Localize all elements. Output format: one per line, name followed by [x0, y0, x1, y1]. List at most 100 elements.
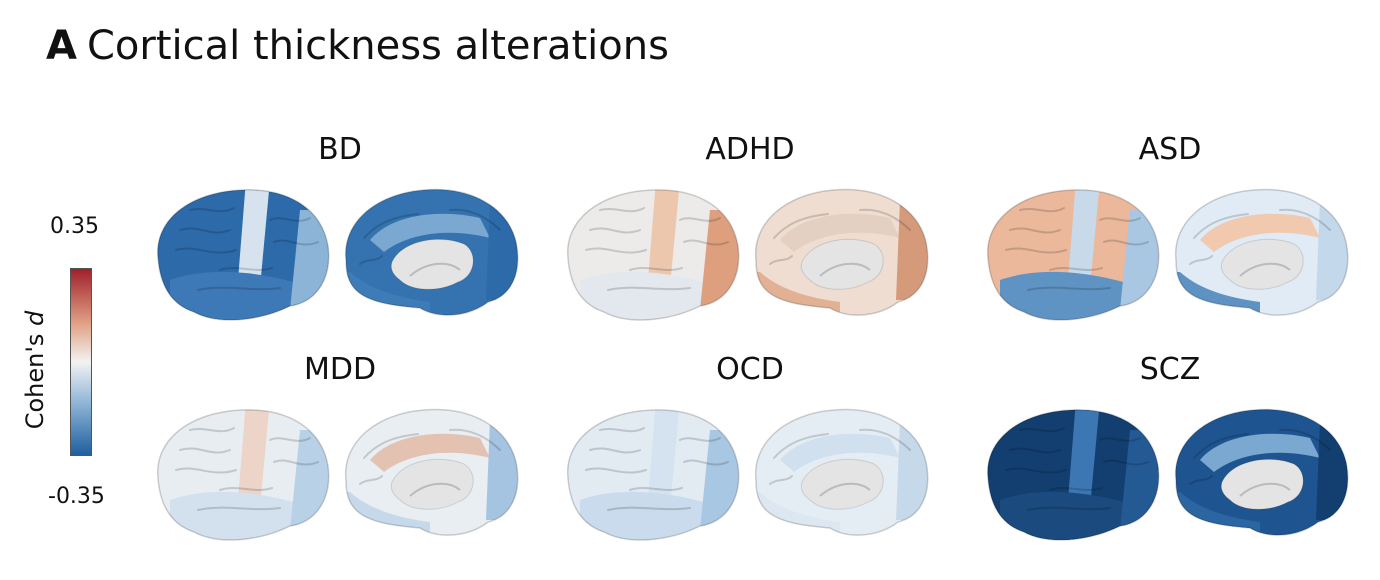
lateral-brain-view [157, 189, 330, 321]
sulcus-line [189, 207, 235, 213]
colorbar-label: Cohen's d [21, 305, 49, 435]
corpus-callosum-line [1239, 482, 1291, 497]
lateral-brain-view [567, 409, 740, 541]
sulcus-line [1279, 428, 1331, 451]
sulcus-line [773, 213, 829, 239]
lateral-brain-view [157, 409, 330, 541]
lateral-outline [157, 409, 330, 541]
medial-wall [800, 238, 884, 290]
medial-occipital-region [486, 420, 518, 520]
lateral-temporal-region [580, 491, 710, 540]
condition-title: SCZ [1139, 352, 1201, 387]
condition-panel-mdd: MDD [150, 352, 530, 552]
sulcus-line [769, 255, 793, 265]
sulcus-line [1027, 506, 1111, 511]
sulcus-line [269, 437, 311, 442]
condition-title: OCD [716, 352, 784, 387]
sulcus-line [449, 208, 501, 231]
sulcus-line [1009, 447, 1061, 454]
condition-title: ASD [1138, 132, 1202, 167]
condition-panel-bd: BD [150, 132, 530, 332]
lateral-brain-view [567, 189, 740, 321]
sulcus-line [1279, 208, 1331, 231]
sulcus-line [1099, 437, 1141, 442]
medial-occipital-region [896, 200, 928, 300]
brain-views [987, 408, 1349, 541]
sulcus-line [599, 427, 645, 433]
sulcus-line [359, 255, 383, 265]
condition-panel-scz: SCZ [980, 352, 1360, 552]
lateral-temporal-region [1000, 271, 1130, 320]
sulcus-line [179, 447, 231, 454]
medial-cingulate-band [780, 433, 900, 472]
sulcus-line [363, 213, 419, 239]
sulcus-line [683, 239, 729, 246]
brain-views [567, 408, 929, 541]
sulcus-line [175, 247, 237, 254]
sulcus-line [1005, 247, 1067, 254]
lateral-outline [157, 189, 330, 321]
medial-cingulate-band [780, 213, 900, 252]
medial-brain-view [754, 408, 929, 536]
sulcus-line [1099, 217, 1141, 222]
lateral-outline [987, 189, 1160, 321]
sulcus-line [1049, 487, 1103, 491]
medial-occipital-region [1316, 200, 1348, 300]
medial-cingulate-band [370, 213, 490, 252]
medial-wall [1220, 238, 1304, 290]
corpus-callosum-line [819, 482, 871, 497]
sulcus-line [363, 433, 419, 459]
sulcus-line [1189, 255, 1213, 265]
sulcus-line [607, 506, 691, 511]
colorbar-gradient [70, 268, 92, 456]
medial-temporal-region [1175, 492, 1260, 536]
condition-panel-ocd: OCD [560, 352, 940, 552]
medial-occipital-region [896, 420, 928, 520]
sulcus-line [269, 217, 311, 222]
lateral-outline [567, 189, 740, 321]
sulcus-line [273, 239, 319, 246]
medial-outline [344, 188, 519, 316]
medial-wall [800, 458, 884, 510]
medial-temporal-region [755, 272, 840, 316]
sulcus-line [1027, 286, 1111, 291]
condition-panel-asd: ASD [980, 132, 1360, 332]
medial-outline [754, 408, 929, 536]
medial-brain-view [1174, 408, 1349, 536]
sulcus-line [449, 428, 501, 451]
colorbar-label-italic: d [21, 310, 49, 326]
colorbar-label-text: Cohen's [21, 325, 49, 430]
medial-outline [754, 188, 929, 316]
brain-views [157, 408, 519, 541]
medial-outline [1174, 408, 1349, 536]
sulcus-line [1019, 427, 1065, 433]
lateral-temporal-region [170, 271, 300, 320]
sulcus-line [859, 208, 911, 231]
sulcus-line [1103, 239, 1149, 246]
sulcus-line [599, 207, 645, 213]
brain-views [567, 188, 929, 321]
corpus-callosum-line [819, 262, 871, 277]
medial-temporal-region [345, 492, 430, 536]
medial-cingulate-band [1200, 213, 1320, 252]
medial-wall [390, 238, 474, 290]
sulcus-line [197, 286, 281, 291]
sulcus-line [175, 467, 237, 474]
brain-views [157, 188, 519, 321]
panel-title: Cortical thickness alterations [86, 23, 669, 69]
sulcus-line [773, 433, 829, 459]
panel-letter: A [46, 23, 77, 69]
medial-occipital-region [486, 200, 518, 300]
sulcus-line [679, 437, 721, 442]
condition-title: BD [318, 132, 362, 167]
corpus-callosum-line [409, 262, 461, 277]
sulcus-line [585, 467, 647, 474]
sulcus-line [589, 447, 641, 454]
sulcus-line [219, 267, 273, 271]
sulcus-line [189, 427, 235, 433]
sulcus-line [1005, 467, 1067, 474]
colorbar-min-label: -0.35 [48, 484, 105, 509]
sulcus-line [629, 487, 683, 491]
sulcus-line [1189, 475, 1213, 485]
sulcus-line [589, 227, 641, 234]
